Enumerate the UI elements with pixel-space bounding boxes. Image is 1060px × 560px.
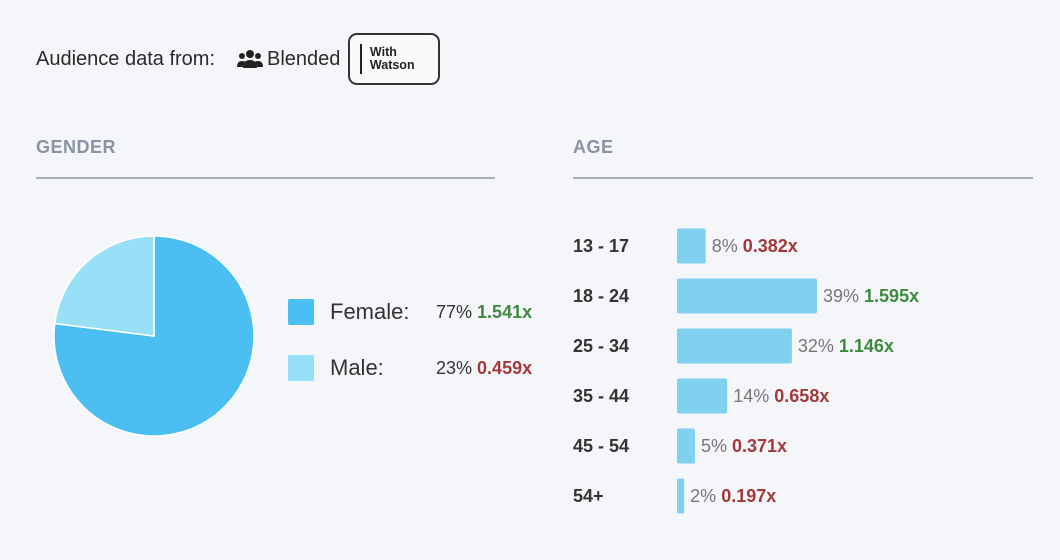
- legend-swatch-male: [288, 355, 314, 381]
- age-row: 18 - 24 39% 1.595x: [573, 278, 919, 314]
- age-index: 0.371x: [732, 436, 787, 456]
- age-index: 0.382x: [743, 236, 798, 256]
- age-bar-value-label: 32% 1.146x: [798, 336, 894, 356]
- age-row: 35 - 44 14% 0.658x: [573, 378, 829, 414]
- male-index: 0.459x: [477, 357, 533, 378]
- pie-slice-male: [53, 235, 155, 337]
- age-percent: 8%: [712, 236, 743, 256]
- age-bar: [677, 428, 695, 464]
- age-index: 1.595x: [864, 286, 919, 306]
- legend-value-male: 23% 0.459x: [436, 358, 532, 379]
- with-watson-badge: With Watson: [348, 33, 441, 85]
- watson-logo-bar: [360, 44, 362, 74]
- audience-source-name: Blended: [267, 47, 341, 70]
- age-percent: 39%: [823, 286, 864, 306]
- watson-badge-line1: With: [369, 45, 397, 59]
- age-row: 25 - 34 32% 1.146x: [573, 328, 894, 364]
- legend-item-female: Female: 77% 1.541x: [288, 297, 532, 327]
- age-bar-value-label: 5% 0.371x: [701, 436, 787, 456]
- age-section-title: AGE: [573, 137, 614, 157]
- age-bar: [677, 228, 706, 264]
- age-percent: 14%: [733, 386, 774, 406]
- age-row: 54+ 2% 0.197x: [573, 478, 776, 514]
- audience-source-label: Audience data from:: [36, 47, 215, 70]
- female-index: 1.541x: [477, 301, 533, 322]
- audience-source-row: Audience data from: Blended With Watson: [36, 32, 441, 86]
- legend-value-female: 77% 1.541x: [436, 302, 532, 323]
- age-percent: 2%: [690, 486, 721, 506]
- female-percent: 77%: [436, 301, 473, 322]
- gender-pie-chart: [53, 235, 255, 437]
- people-group-icon: [237, 50, 263, 68]
- age-category-label: 35 - 44: [573, 386, 629, 406]
- age-row: 45 - 54 5% 0.371x: [573, 428, 787, 464]
- age-bar-value-label: 39% 1.595x: [823, 286, 919, 306]
- legend-label-female: Female:: [330, 299, 410, 324]
- age-bar: [677, 478, 685, 514]
- gender-section-title: GENDER: [36, 137, 117, 157]
- age-bar-value-label: 2% 0.197x: [690, 486, 776, 506]
- age-bar-value-label: 14% 0.658x: [733, 386, 829, 406]
- age-bar: [677, 328, 792, 364]
- age-category-label: 18 - 24: [573, 286, 629, 306]
- age-row: 13 - 17 8% 0.382x: [573, 228, 798, 264]
- age-category-label: 54+: [573, 486, 604, 506]
- age-category-label: 45 - 54: [573, 436, 629, 456]
- age-category-label: 25 - 34: [573, 336, 629, 356]
- age-bar-chart: 13 - 17 8% 0.382x 18 - 24 39% 1.595x 25 - 34…: [573, 228, 919, 514]
- age-section-divider: [573, 177, 1033, 179]
- age-index: 0.197x: [721, 486, 776, 506]
- age-category-label: 13 - 17: [573, 236, 629, 256]
- legend-label-male: Male:: [330, 355, 384, 380]
- age-index: 1.146x: [839, 336, 894, 356]
- gender-section-divider: [36, 177, 495, 179]
- legend-item-male: Male: 23% 0.459x: [288, 353, 532, 383]
- age-index: 0.658x: [774, 386, 829, 406]
- age-percent: 32%: [798, 336, 839, 356]
- age-percent: 5%: [701, 436, 732, 456]
- age-bar-value-label: 8% 0.382x: [712, 236, 798, 256]
- legend-swatch-female: [288, 299, 314, 325]
- male-percent: 23%: [436, 357, 473, 378]
- watson-badge-line2: Watson: [369, 58, 415, 72]
- age-bar: [677, 378, 728, 414]
- age-bar: [677, 278, 817, 314]
